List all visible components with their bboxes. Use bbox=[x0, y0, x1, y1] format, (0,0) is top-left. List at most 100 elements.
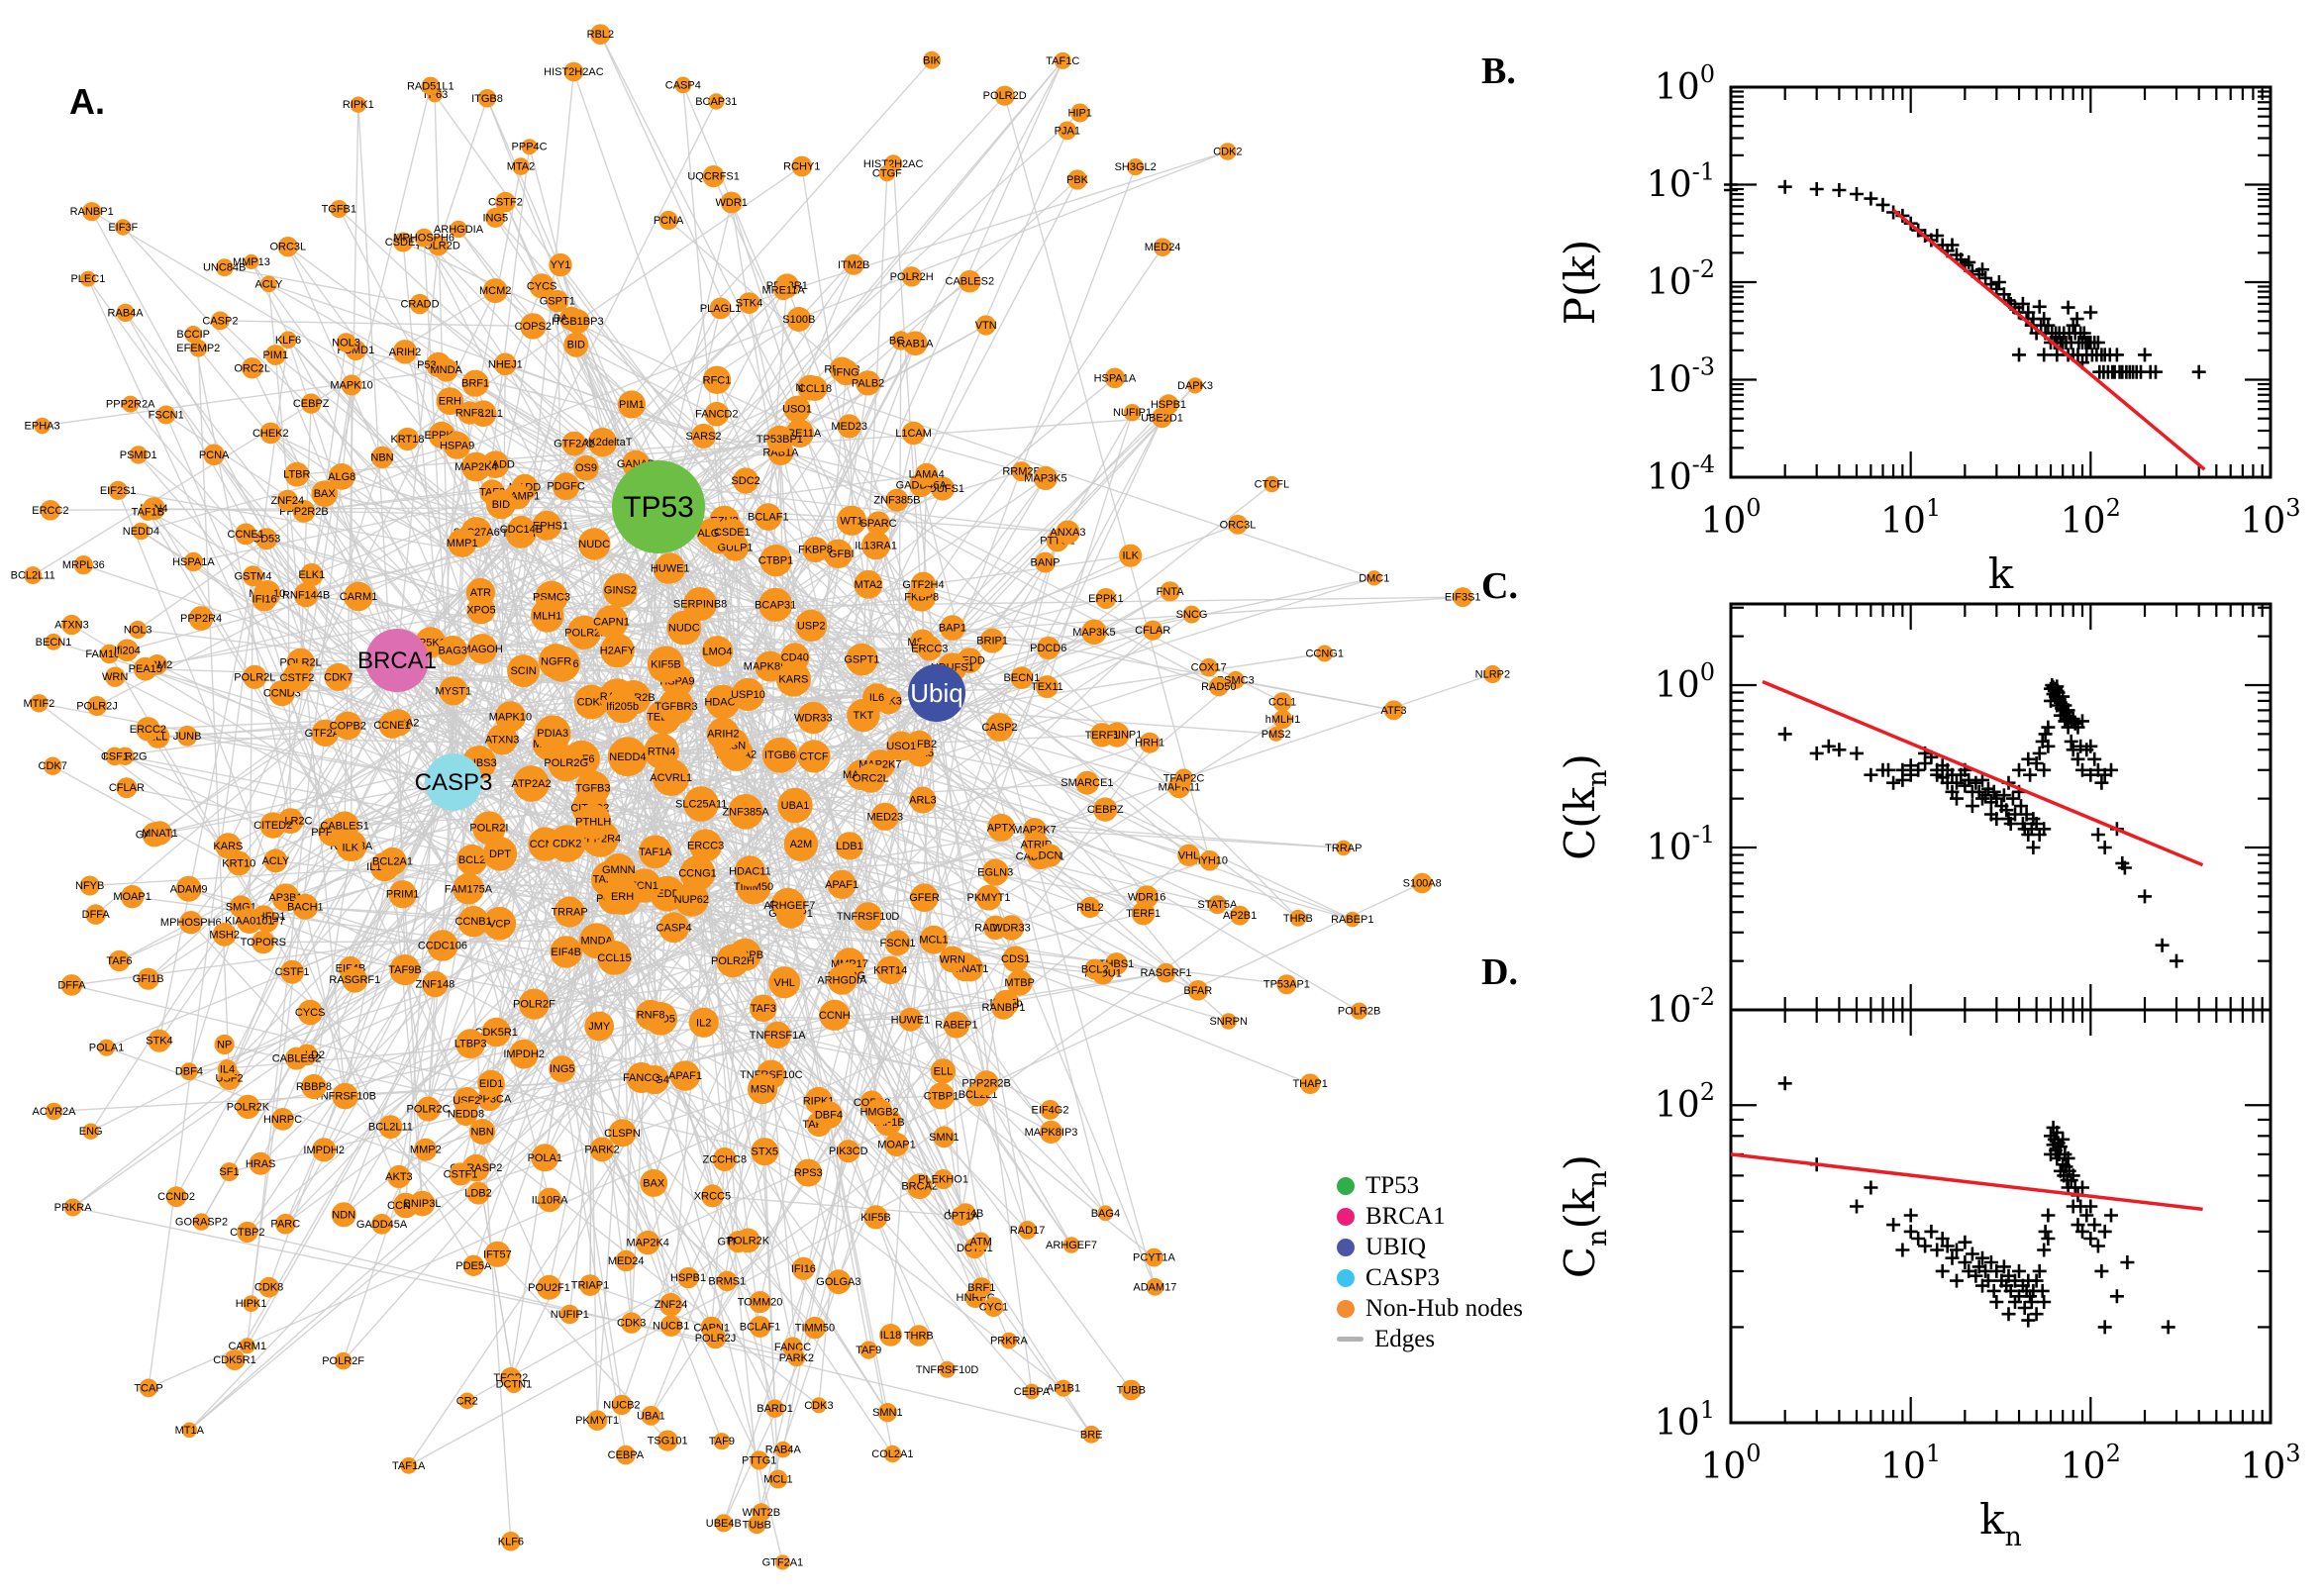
legend-item-label: Edges bbox=[1374, 1325, 1436, 1352]
network-node-label: SEPHS1 bbox=[526, 520, 568, 532]
network-node-label: MED23 bbox=[866, 811, 903, 823]
network-node bbox=[1336, 840, 1352, 856]
network-node-label: TCAP bbox=[134, 1382, 162, 1394]
network-node bbox=[594, 605, 629, 639]
network-node bbox=[301, 1073, 327, 1100]
scatter-point bbox=[1875, 197, 1890, 212]
network-node bbox=[108, 949, 131, 972]
network-node bbox=[297, 999, 323, 1026]
network-node-label: ATF3 bbox=[1380, 705, 1406, 717]
legend-item: CASP3 bbox=[1337, 1262, 1523, 1293]
network-node bbox=[137, 967, 159, 990]
network-edge bbox=[148, 1006, 1004, 1389]
network-edge bbox=[428, 971, 1166, 1110]
network-node-label: CCNH bbox=[819, 1010, 851, 1022]
network-node bbox=[285, 1047, 308, 1070]
scatter-point bbox=[2029, 1307, 2044, 1322]
network-node-label: NP bbox=[217, 1039, 232, 1050]
scatter-point bbox=[1864, 1180, 1878, 1195]
network-node-label: ERCC3 bbox=[687, 840, 724, 851]
network-node bbox=[1089, 723, 1115, 748]
network-node bbox=[1272, 692, 1292, 712]
network-node-label: TNFRSF10B bbox=[314, 1091, 376, 1103]
network-node-label: H2AFY bbox=[600, 646, 636, 657]
network-node-label: KIAA0101 bbox=[225, 916, 274, 928]
network-edge bbox=[42, 369, 447, 427]
network-edge bbox=[306, 781, 454, 1055]
network-node-label: hMLH1 bbox=[1265, 714, 1300, 726]
network-node bbox=[518, 988, 550, 1020]
network-edge bbox=[438, 363, 575, 445]
network-node bbox=[344, 581, 373, 612]
network-node-label: MAP3K5 bbox=[1024, 472, 1066, 484]
scatter-point bbox=[2035, 1283, 2050, 1298]
network-node bbox=[552, 472, 580, 501]
network-node-label: RABEP1 bbox=[935, 1020, 977, 1032]
network-node-label: VTN bbox=[975, 320, 997, 332]
network-node bbox=[1383, 700, 1404, 721]
network-node bbox=[255, 528, 278, 550]
network-node-label: HIP1 bbox=[1067, 108, 1091, 120]
scatter-point bbox=[1991, 275, 2006, 289]
network-node-label: HIST2H2AC bbox=[544, 66, 604, 78]
network-edge bbox=[274, 353, 1017, 960]
network-node-label: ING5 bbox=[482, 212, 508, 224]
network-edge bbox=[657, 506, 1220, 688]
network-node-label: MTA2 bbox=[507, 161, 536, 173]
network-node-label: HRH1 bbox=[1135, 738, 1164, 749]
tick-label: 10-1 bbox=[1647, 821, 1715, 868]
network-node-label: CSDE1 bbox=[714, 527, 751, 539]
network-node bbox=[176, 725, 198, 747]
legend-item: UBIQ bbox=[1337, 1232, 1523, 1262]
network-node bbox=[486, 489, 516, 520]
network-node bbox=[264, 345, 286, 365]
network-node-label: BAX bbox=[643, 1177, 665, 1189]
network-edge bbox=[220, 320, 534, 328]
network-node-label: POLR2B bbox=[1338, 1006, 1380, 1018]
network-node bbox=[702, 365, 732, 394]
network-node bbox=[378, 1115, 403, 1140]
network-node-label: MAPK8IP3 bbox=[1025, 1127, 1078, 1139]
network-node bbox=[108, 480, 128, 500]
network-node bbox=[608, 1119, 637, 1147]
scatter-point bbox=[2090, 828, 2105, 842]
tick-label: 101 bbox=[1880, 1440, 1941, 1487]
network-node bbox=[61, 614, 82, 636]
scatter-point bbox=[1989, 791, 2004, 806]
network-node-label: FANCG bbox=[623, 1072, 660, 1084]
network-node-label: CCNE1 bbox=[373, 720, 410, 732]
network-node bbox=[328, 463, 355, 490]
network-node-label: RFC1 bbox=[703, 374, 732, 386]
scatter-point bbox=[2075, 762, 2089, 777]
network-node bbox=[184, 326, 202, 344]
network-node bbox=[79, 270, 96, 287]
tick-label: 10-4 bbox=[1647, 450, 1715, 498]
network-node-label: MOAP1 bbox=[113, 891, 152, 903]
network-node bbox=[1037, 636, 1060, 660]
network-node bbox=[773, 888, 806, 922]
network-edge bbox=[952, 958, 987, 1084]
network-node-label: ITGB6 bbox=[764, 749, 796, 761]
hub-node-brca1 bbox=[365, 629, 429, 692]
network-node bbox=[1226, 670, 1245, 689]
network-edge bbox=[228, 659, 398, 1079]
network-node-label: POLR2I bbox=[564, 627, 603, 639]
network-node bbox=[455, 1029, 485, 1059]
scatter-point bbox=[1850, 746, 1864, 760]
network-node-label: UBA1 bbox=[781, 800, 810, 812]
network-node-label: KLF6 bbox=[498, 1536, 524, 1547]
scatter-point bbox=[2021, 1313, 2036, 1328]
scatter-point bbox=[2029, 756, 2044, 770]
network-edge bbox=[780, 451, 1220, 688]
network-edge bbox=[51, 765, 876, 1218]
network-node bbox=[1207, 895, 1227, 915]
network-edge bbox=[657, 324, 987, 508]
network-node bbox=[1187, 980, 1209, 1001]
network-node bbox=[534, 715, 571, 751]
network-node-label: MNDA bbox=[431, 364, 463, 376]
network-node bbox=[658, 210, 678, 231]
network-node-label: CASP4 bbox=[665, 79, 701, 91]
network-node bbox=[505, 1375, 523, 1393]
network-node-label: RBL2 bbox=[587, 29, 615, 41]
network-node-label: SMN1 bbox=[872, 1407, 903, 1419]
